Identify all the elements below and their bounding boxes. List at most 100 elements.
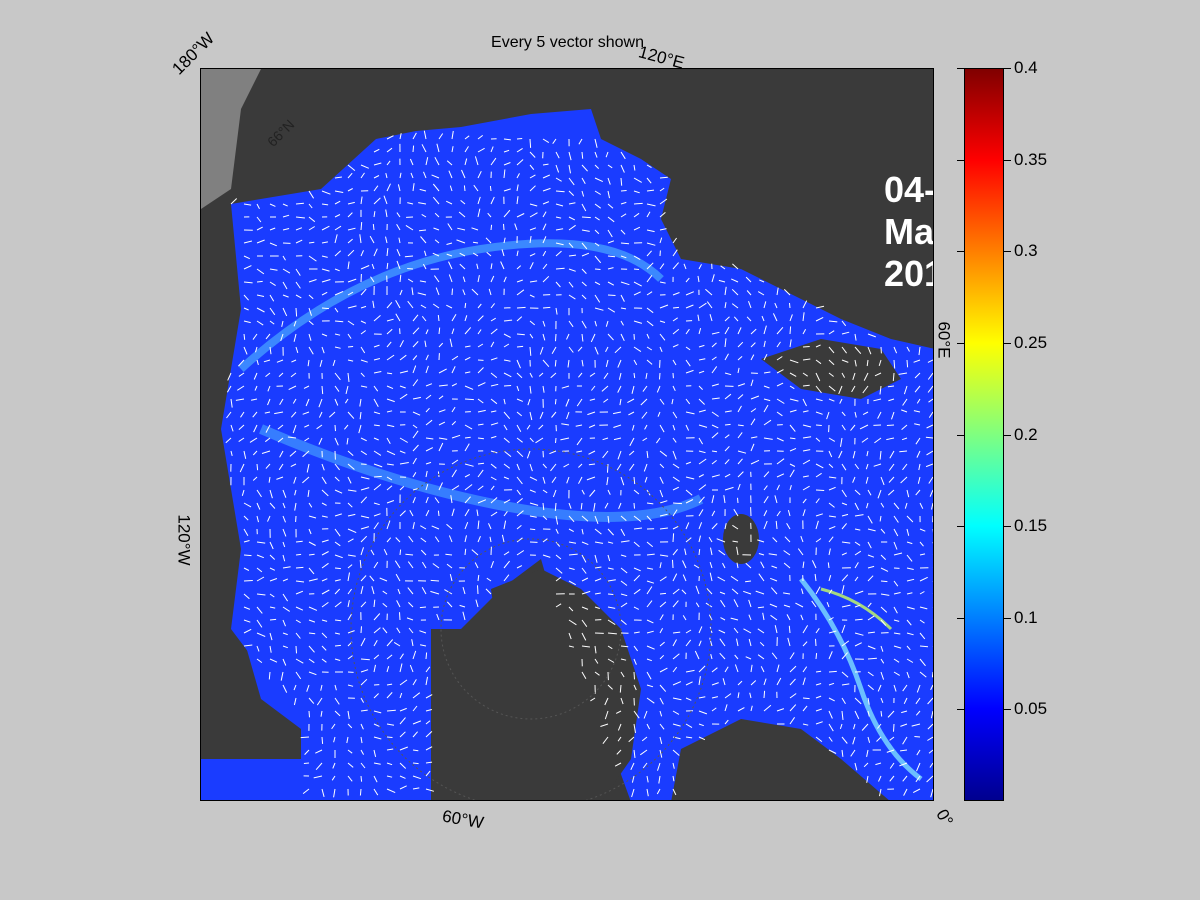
drift-vector [308, 528, 312, 535]
drift-vector [672, 762, 675, 769]
drift-vector [490, 410, 497, 413]
drift-vector [932, 581, 933, 582]
drift-vector [555, 228, 564, 231]
drift-vector [899, 450, 908, 453]
drift-vector [503, 138, 511, 141]
drift-vector [620, 255, 627, 259]
drift-vector [256, 567, 263, 573]
drift-vector [724, 473, 731, 478]
drift-vector [709, 314, 713, 322]
ice-drift-vectors [225, 130, 933, 798]
drift-vector [841, 640, 850, 647]
drift-vector [759, 641, 765, 647]
drift-vector [321, 255, 328, 258]
drift-vector [516, 333, 525, 336]
drift-vector [243, 240, 253, 244]
drift-vector [724, 410, 732, 413]
drift-vector [642, 437, 648, 442]
drift-vector [425, 419, 433, 426]
drift-vector [724, 393, 732, 400]
drift-vector [295, 553, 302, 556]
drift-vector [490, 357, 498, 361]
drift-vector [724, 719, 729, 725]
drift-vector [360, 222, 363, 231]
drift-vector [459, 252, 466, 257]
drift-vector [633, 588, 641, 595]
drift-vector [880, 671, 885, 680]
drift-vector [386, 485, 393, 491]
drift-vector [308, 226, 315, 231]
drift-vector [880, 606, 888, 613]
drift-vector [893, 684, 897, 692]
drift-vector [302, 411, 310, 415]
drift-vector [867, 541, 872, 549]
drift-vector [295, 227, 303, 231]
drift-vector [594, 592, 601, 595]
drift-vector [422, 263, 427, 270]
drift-vector [360, 749, 365, 755]
drift-vector [516, 385, 520, 392]
colorbar-tick [957, 434, 964, 436]
drift-vector [730, 617, 739, 621]
drift-vector [880, 528, 886, 534]
drift-vector [659, 187, 665, 192]
drift-vector [334, 346, 341, 349]
drift-vector [529, 227, 537, 231]
drift-vector [542, 263, 548, 270]
drift-vector [633, 515, 642, 522]
drift-vector [659, 398, 665, 405]
drift-vector [659, 424, 665, 433]
drift-vector [412, 379, 419, 387]
drift-vector [575, 424, 583, 427]
drift-vector [333, 736, 336, 743]
drift-vector [425, 447, 434, 452]
drift-vector [386, 410, 393, 413]
drift-vector [328, 411, 336, 418]
drift-vector [889, 762, 895, 769]
shear-zone-3 [799, 577, 923, 781]
drift-vector [874, 372, 882, 377]
drift-vector [672, 666, 678, 673]
drift-vector [347, 502, 353, 508]
drift-vector [405, 553, 414, 556]
drift-vector [828, 536, 834, 543]
drift-vector [529, 294, 535, 298]
drift-vector [568, 619, 577, 626]
drift-vector [880, 502, 885, 508]
svalbard-landmass [723, 514, 759, 564]
drift-vector [568, 502, 572, 509]
drift-vector [644, 424, 648, 430]
drift-vector [490, 485, 495, 491]
drift-vector [659, 198, 668, 205]
drift-vector [295, 202, 304, 205]
drift-vector [659, 372, 661, 380]
drift-vector [238, 437, 245, 443]
drift-vector [358, 424, 362, 434]
drift-vector [274, 411, 284, 415]
drift-vector [841, 683, 850, 686]
drift-vector [373, 463, 383, 468]
drift-vector [456, 239, 466, 244]
drift-vector [568, 320, 574, 328]
drift-vector [628, 411, 635, 416]
drift-vector [718, 549, 726, 556]
drift-vector [434, 156, 440, 166]
drift-vector [873, 398, 882, 402]
drift-vector [555, 177, 562, 182]
drift-vector [633, 190, 640, 194]
drift-vector [282, 489, 287, 498]
drift-vector [526, 450, 531, 459]
drift-vector [321, 645, 327, 651]
drift-vector [841, 749, 844, 757]
drift-vector [451, 434, 461, 439]
drift-vector [516, 398, 523, 402]
drift-vector [659, 476, 664, 484]
drift-vector [529, 476, 538, 481]
drift-vector [473, 184, 479, 192]
drift-vector [269, 567, 276, 571]
drift-vector [409, 158, 414, 166]
drift-vector [360, 385, 368, 388]
drift-vector [658, 775, 661, 784]
drift-vector [750, 395, 760, 400]
drift-vector [633, 164, 636, 171]
